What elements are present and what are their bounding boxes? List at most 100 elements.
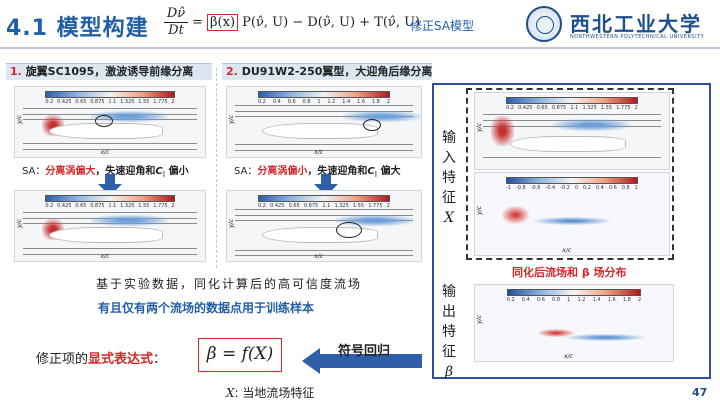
colorbar-tick-label: 0 bbox=[574, 185, 579, 191]
university-name-cn: 西北工业大学 bbox=[570, 12, 702, 36]
colorbar-tick-label: 1.1 bbox=[322, 203, 331, 209]
equation-body: = β(x) P(ν̂, U) − D(ν̂, U) + T(ν̂, U) bbox=[192, 14, 421, 31]
label-char: 入 bbox=[442, 150, 456, 166]
colorbar bbox=[506, 177, 638, 184]
colorbar-tick-label: 1.4 bbox=[592, 297, 601, 303]
caption-prefix: SA： bbox=[22, 166, 46, 177]
panel-divider bbox=[216, 68, 217, 268]
colorbar-tick-label: -0.2 bbox=[560, 185, 570, 191]
colorbar-tick-label: 0.8 bbox=[552, 297, 560, 303]
colorbar-tick-label: 0.6 bbox=[608, 185, 617, 191]
equation-note: 修正SA模型 bbox=[410, 19, 475, 33]
colorbar-tick-label: 2 bbox=[386, 203, 390, 209]
colorbar-tick-label: -1 bbox=[506, 185, 512, 191]
colorbar bbox=[506, 97, 638, 104]
colorbar-tick-label: 1 bbox=[567, 297, 571, 303]
colorbar bbox=[506, 289, 642, 296]
x-axis-label: x/c bbox=[562, 247, 572, 254]
colorbar-tick-label: 0.425 bbox=[518, 105, 533, 111]
label-char: 出 bbox=[442, 304, 456, 320]
colorbar-tick-label: 0.65 bbox=[75, 99, 87, 105]
input-symbol: X bbox=[444, 210, 454, 226]
colorbar-tick-label: 0.4 bbox=[521, 297, 530, 303]
flow-field-plot-du91-assimilated: 0.2 0.425 0.65 0.875 1.1 1.325 1.55 1.775 2 y/c … bbox=[226, 190, 422, 262]
colorbar-tick-label: 1.1 bbox=[108, 99, 117, 105]
colorbar-tick-label: 1.8 bbox=[371, 99, 380, 105]
colorbar-tick-label: 0.425 bbox=[57, 99, 72, 105]
airfoil-shape bbox=[49, 227, 164, 243]
x-axis-label: x/c bbox=[314, 149, 324, 156]
colorbar-tick-label: 0.2 bbox=[258, 203, 266, 209]
page-number: 47 bbox=[692, 386, 708, 399]
colorbar-tick-label: -0.8 bbox=[515, 185, 526, 191]
output-beta-field-plot: 0.2 0.4 0.6 0.8 1 1.2 1.4 1.6 1.8 2 y/c x/c bbox=[474, 284, 674, 362]
colorbar-tick-label: -0.4 bbox=[545, 185, 556, 191]
colorbar-tick-label: 0.2 bbox=[506, 297, 515, 303]
colorbar-tick-label: 0.65 bbox=[75, 203, 87, 209]
colorbar-tick-label: 1.775 bbox=[153, 99, 168, 105]
colorbar bbox=[258, 195, 390, 202]
y-axis-label: y/c bbox=[476, 123, 483, 133]
colorbar-tick-label: 1.2 bbox=[327, 99, 336, 105]
sa-caption-du91: SA：分离涡偏小，失速迎角和Cl 偏大 bbox=[234, 162, 401, 179]
caption-tail: 偏大 bbox=[377, 166, 401, 177]
label-char: 特 bbox=[442, 324, 456, 340]
colorbar-tick-label: 1 bbox=[317, 99, 321, 105]
explicit-expression-box: β = f(X) bbox=[198, 338, 282, 372]
label-emphasis: 显式表达式 bbox=[88, 352, 154, 367]
flow-field-plot-du91-sa: 0.2 0.4 0.6 0.8 1 1.2 1.4 1.6 1.8 2 y/c x/c bbox=[226, 86, 422, 158]
equation-terms: P(ν̂, U) − D(ν̂, U) + T(ν̂, U) bbox=[242, 15, 421, 30]
colorbar-tick-label: 0.2 bbox=[506, 105, 514, 111]
caption-cl-subscript: l bbox=[162, 169, 166, 179]
colorbar-tick-label: 1.6 bbox=[357, 99, 366, 105]
beta-positive-region bbox=[538, 329, 574, 337]
colorbar-tick-label: 1.775 bbox=[153, 203, 168, 209]
colorbar-tick-label: 0.4 bbox=[595, 185, 604, 191]
caption-tail: 偏小 bbox=[165, 166, 189, 177]
caption-prefix: SA： bbox=[234, 166, 258, 177]
colorbar-tick-label: 1.325 bbox=[120, 99, 135, 105]
caption-text: ，失速迎角和 bbox=[307, 166, 368, 177]
input-beta-field-plot: -1 -0.8 -0.6 -0.4 -0.2 0 0.2 0.4 0.6 0.8 1 y/c x/c bbox=[474, 172, 670, 256]
beta-positive-region bbox=[502, 205, 530, 224]
colorbar bbox=[45, 195, 175, 202]
colorbar-tick-label: 0.6 bbox=[536, 297, 545, 303]
colorbar-ticks: 0.2 0.425 0.65 0.875 1.1 1.325 1.55 1.775 2 bbox=[45, 99, 174, 105]
colorbar-tick-label: 1.4 bbox=[342, 99, 351, 105]
equation-beta-term: β(x) bbox=[207, 14, 239, 31]
colorbar-tick-label: 0.8 bbox=[302, 99, 311, 105]
x-definition-note: X: 当地流场特征 bbox=[226, 384, 314, 401]
colorbar-tick-label: 2 bbox=[171, 99, 175, 105]
sa-caption-sc1095: SA：分离涡偏大，失速迎角和Cl 偏小 bbox=[22, 162, 189, 179]
airfoil-shape bbox=[509, 135, 627, 153]
panel-title: 旋翼SC1095，激波诱导前缘分离 bbox=[25, 65, 194, 78]
colorbar-tick-label: 1.8 bbox=[622, 297, 631, 303]
colorbar-tick-label: 1.2 bbox=[577, 297, 586, 303]
equation-fraction: Dν̂ Dt bbox=[164, 6, 188, 39]
colorbar-tick-label: 0.875 bbox=[90, 203, 105, 209]
colorbar-tick-label: 0.4 bbox=[272, 99, 281, 105]
colorbar-ticks: 0.2 0.425 0.65 0.875 1.1 1.325 1.55 1.775 2 bbox=[45, 203, 174, 209]
input-flow-field-plot: 0.2 0.425 0.65 0.875 1.1 1.325 1.55 1.775 2 y/c bbox=[474, 92, 670, 170]
colorbar-tick-label: 1.55 bbox=[352, 203, 365, 209]
colorbar-tick-label: 0.2 bbox=[45, 203, 54, 209]
label-char: 特 bbox=[442, 170, 456, 186]
x-definition: : 当地流场特征 bbox=[234, 386, 315, 400]
y-axis-label: y/c bbox=[16, 219, 23, 228]
colorbar-tick-label: 1.325 bbox=[582, 105, 597, 111]
panel-number: 2. bbox=[226, 65, 238, 78]
x-axis-label: x/c bbox=[564, 353, 573, 360]
page-title: 4.1 模型构建 bbox=[6, 16, 149, 41]
pressure-region bbox=[91, 110, 167, 122]
equation-numerator: Dν̂ bbox=[164, 6, 188, 23]
colorbar-tick-label: 2 bbox=[171, 203, 175, 209]
panel-number: 1. bbox=[10, 65, 22, 78]
y-axis-label: y/c bbox=[228, 219, 235, 228]
colorbar bbox=[45, 91, 175, 98]
label-char: 征 bbox=[442, 190, 456, 206]
colorbar-tick-label: 1.55 bbox=[138, 99, 150, 105]
colorbar-tick-label: 1.55 bbox=[600, 105, 613, 111]
assimilated-field-caption: 同化后流场和 β 场分布 bbox=[512, 266, 627, 279]
label-char: 征 bbox=[442, 344, 456, 360]
colorbar-tick-label: 2 bbox=[386, 99, 390, 105]
